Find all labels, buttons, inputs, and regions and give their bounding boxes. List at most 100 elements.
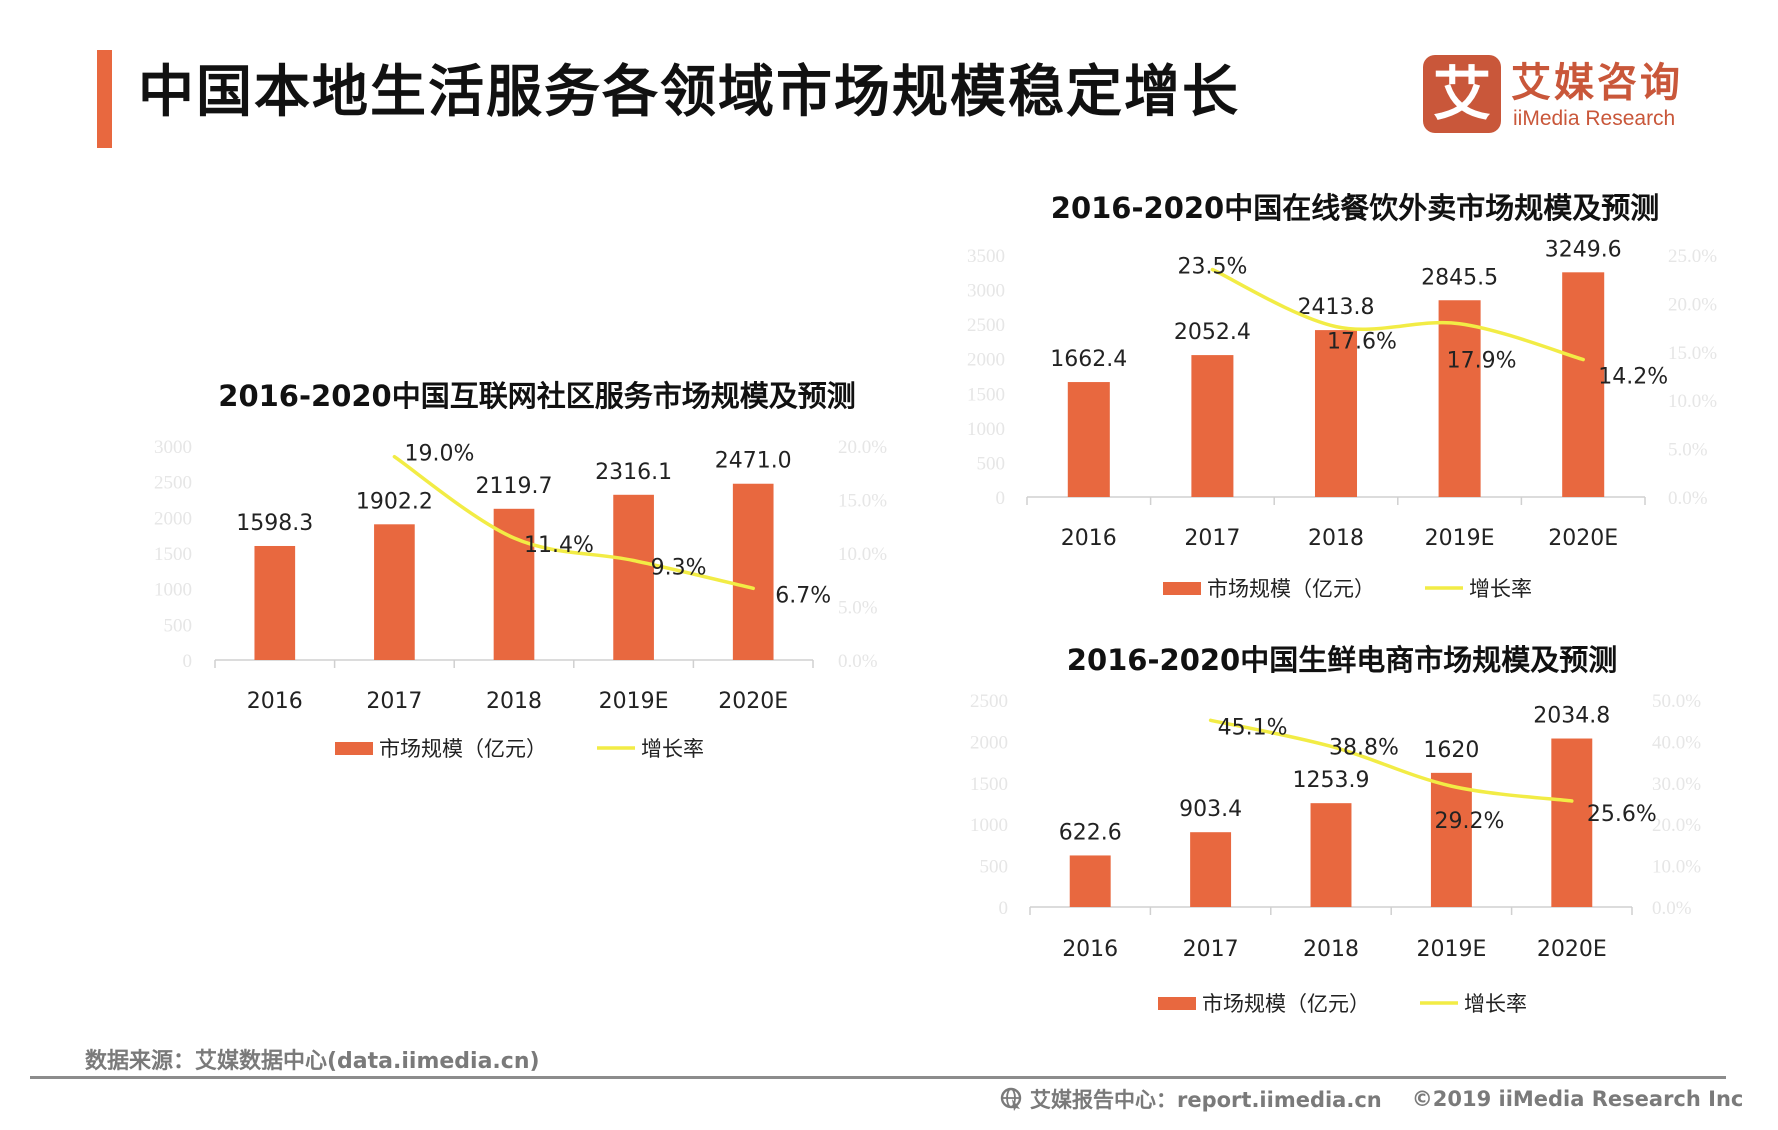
growth-rate-label: 17.9% xyxy=(1447,349,1517,374)
bar-2017 xyxy=(374,524,415,660)
chart-title-food-delivery: 2016-2020中国在线餐饮外卖市场规模及预测 xyxy=(1051,191,1659,225)
title-accent-bar xyxy=(97,50,112,148)
bar-2018 xyxy=(1314,330,1358,497)
y-right-tick-label: 5.0% xyxy=(1668,440,1708,461)
growth-rate-label: 38.8% xyxy=(1329,735,1399,760)
bar-2018 xyxy=(1310,803,1352,907)
bar-value-label: 1253.9 xyxy=(1293,768,1370,793)
growth-rate-line xyxy=(1208,718,1574,803)
logo-name-en: iiMedia Research xyxy=(1513,107,1676,130)
report-center-link[interactable]: 艾媒报告中心：report.iimedia.cn xyxy=(1030,1088,1382,1112)
y-left-tick-label: 2500 xyxy=(967,315,1005,336)
y-left-tick-label: 500 xyxy=(980,857,1009,878)
y-left-tick-label: 3000 xyxy=(154,437,192,458)
x-tick-label: 2016 xyxy=(1061,526,1117,551)
growth-rate-label: 6.7% xyxy=(775,583,831,608)
x-tick-label: 2017 xyxy=(366,689,422,714)
y-left-tick-label: 0 xyxy=(996,488,1006,509)
y-right-tick-label: 10.0% xyxy=(838,544,887,565)
footer-divider xyxy=(30,1076,1726,1079)
bar-2020E xyxy=(1562,272,1605,497)
bar-2017 xyxy=(1190,832,1232,907)
chart-title-fresh-ecommerce: 2016-2020中国生鲜电商市场规模及预测 xyxy=(1067,643,1617,677)
y-left-tick-label: 2500 xyxy=(154,473,192,494)
y-right-tick-label: 20.0% xyxy=(1652,815,1701,836)
y-right-tick-label: 40.0% xyxy=(1652,732,1701,753)
x-tick-label: 2018 xyxy=(486,689,542,714)
y-left-tick-label: 500 xyxy=(977,453,1006,474)
y-left-tick-label: 3500 xyxy=(967,246,1005,267)
y-left-tick-label: 3000 xyxy=(967,281,1005,302)
y-right-tick-label: 5.0% xyxy=(838,598,878,619)
y-left-tick-label: 2000 xyxy=(967,350,1005,371)
bar-value-label: 622.6 xyxy=(1059,820,1122,845)
y-left-tick-label: 1000 xyxy=(967,419,1005,440)
y-right-tick-label: 10.0% xyxy=(1652,857,1701,878)
bar-2016 xyxy=(1069,855,1111,907)
x-tick-label: 2017 xyxy=(1184,526,1240,551)
legend-label-market-size: 市场规模（亿元） xyxy=(1207,577,1375,601)
bar-2016 xyxy=(1067,382,1110,497)
y-right-tick-label: 20.0% xyxy=(838,437,887,458)
y-left-tick-label: 1500 xyxy=(967,384,1005,405)
x-tick-label: 2019E xyxy=(1416,937,1486,962)
bar-value-label: 2413.8 xyxy=(1298,295,1375,320)
y-right-tick-label: 30.0% xyxy=(1652,774,1701,795)
x-tick-label: 2020E xyxy=(1537,937,1607,962)
bar-value-label: 2471.0 xyxy=(715,449,792,474)
copyright-text: ©2019 iiMedia Research Inc xyxy=(1411,1087,1744,1111)
growth-rate-label: 23.5% xyxy=(1177,255,1247,280)
legend-swatch-market-size xyxy=(1163,582,1201,595)
growth-rate-label: 19.0% xyxy=(404,442,474,467)
brand-logo: 艾 艾媒咨询 iiMedia Research xyxy=(1423,55,1703,135)
bar-2016 xyxy=(254,545,296,660)
x-tick-label: 2018 xyxy=(1303,937,1359,962)
growth-rate-label: 11.4% xyxy=(524,533,594,558)
bar-value-label: 2119.7 xyxy=(476,474,553,499)
growth-rate-label: 45.1% xyxy=(1218,715,1288,740)
y-left-tick-label: 1000 xyxy=(154,580,192,601)
legend-label-market-size: 市场规模（亿元） xyxy=(379,737,547,761)
bar-2017 xyxy=(1191,355,1234,497)
growth-rate-line xyxy=(392,454,755,591)
x-tick-label: 2017 xyxy=(1183,937,1239,962)
y-left-tick-label: 1500 xyxy=(154,544,192,565)
bar-value-label: 1662.4 xyxy=(1050,347,1127,372)
x-tick-label: 2018 xyxy=(1308,526,1364,551)
y-right-tick-label: 0.0% xyxy=(1652,898,1692,919)
y-right-tick-label: 10.0% xyxy=(1668,391,1717,412)
x-tick-label: 2020E xyxy=(1548,526,1618,551)
y-right-tick-label: 15.0% xyxy=(838,491,887,512)
y-right-tick-label: 20.0% xyxy=(1668,294,1717,315)
bar-value-label: 3249.6 xyxy=(1545,237,1622,262)
bar-value-label: 1902.2 xyxy=(356,489,433,514)
x-tick-label: 2019E xyxy=(1425,526,1495,551)
y-right-tick-label: 25.0% xyxy=(1668,246,1717,267)
y-left-tick-label: 2000 xyxy=(154,508,192,529)
logo-icon: 艾 xyxy=(1423,55,1501,133)
legend-label-growth-rate: 增长率 xyxy=(1464,992,1527,1016)
logo-name-cn: 艾媒咨询 xyxy=(1511,60,1683,106)
bar-value-label: 1598.3 xyxy=(236,511,313,536)
y-left-tick-label: 0 xyxy=(183,651,193,672)
y-left-tick-label: 2000 xyxy=(970,732,1008,753)
y-left-tick-label: 1500 xyxy=(970,774,1008,795)
x-tick-label: 2016 xyxy=(1062,937,1118,962)
x-tick-label: 2016 xyxy=(247,689,303,714)
page-title: 中国本地生活服务各领域市场规模稳定增长 xyxy=(138,60,1240,125)
legend-swatch-market-size xyxy=(335,742,373,755)
data-source-note: 数据来源：艾媒数据中心(data.iimedia.cn) xyxy=(85,1049,540,1074)
globe-cursor-icon xyxy=(1000,1087,1022,1111)
bar-2018 xyxy=(493,508,535,660)
chart-title-community: 2016-2020中国互联网社区服务市场规模及预测 xyxy=(218,379,855,413)
y-left-tick-label: 500 xyxy=(164,615,193,636)
footer-credits: 艾媒报告中心：report.iimedia.cn ©2019 iiMedia R… xyxy=(1000,1084,1743,1114)
bar-2020E xyxy=(732,483,774,660)
bar-value-label: 903.4 xyxy=(1179,797,1242,822)
growth-rate-line xyxy=(1210,267,1585,362)
y-left-tick-label: 0 xyxy=(999,898,1009,919)
bar-value-label: 2052.4 xyxy=(1174,320,1251,345)
bar-value-label: 1620 xyxy=(1423,738,1479,763)
growth-rate-label: 9.3% xyxy=(651,555,707,580)
